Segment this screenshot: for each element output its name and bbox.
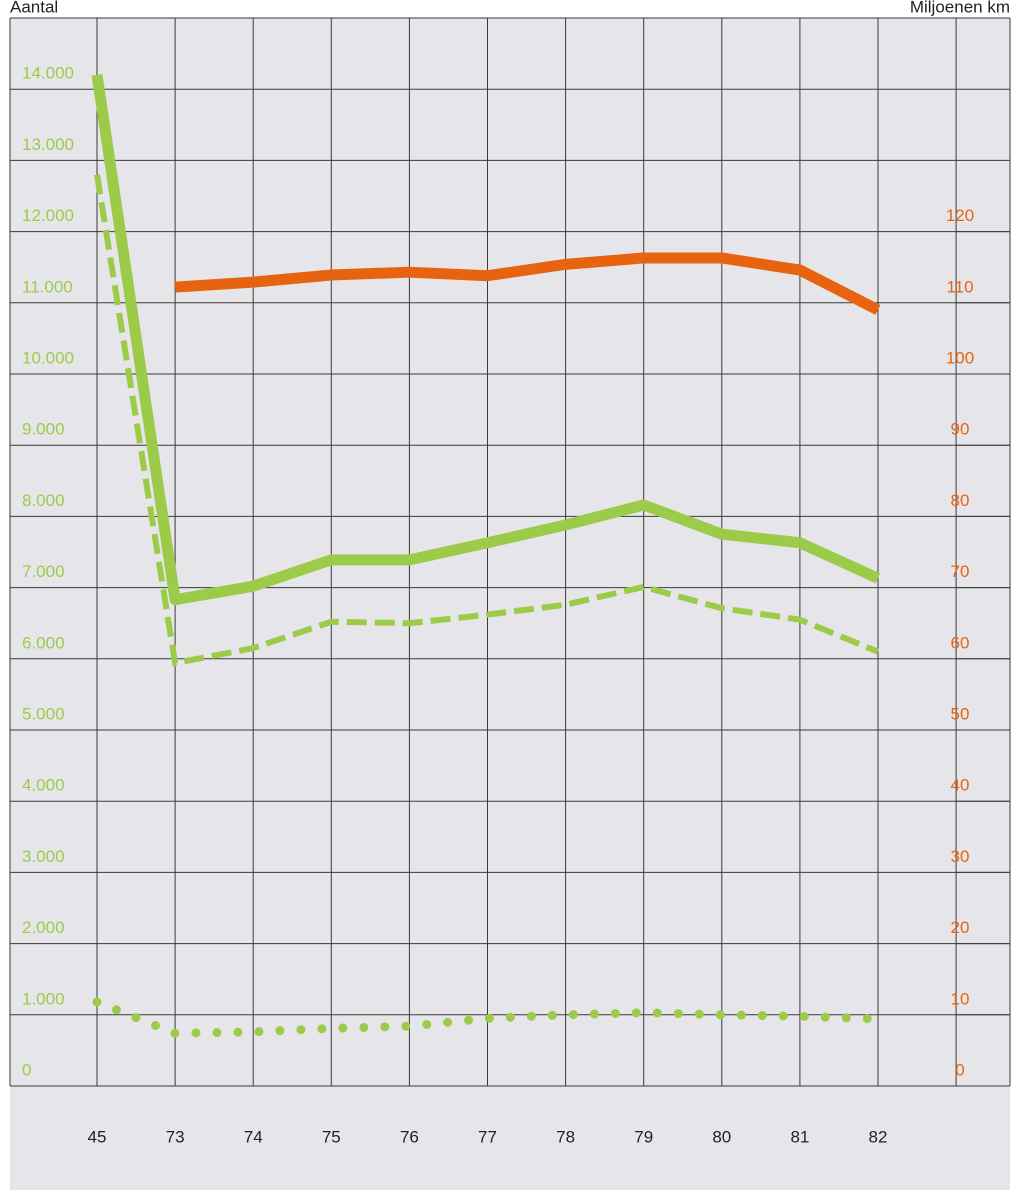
y2-tick-label: 90 <box>951 420 970 439</box>
series-line <box>94 174 880 667</box>
y-tick-label: 11.000 <box>22 277 73 296</box>
y-tick-label: 0 <box>22 1060 31 1079</box>
x-tick-label: 77 <box>478 1127 497 1146</box>
y2-tick-label: 70 <box>951 562 970 581</box>
y-tick-label: 6.000 <box>22 633 65 652</box>
y2-tick-label: 30 <box>951 847 970 866</box>
y2-tick-label: 100 <box>946 348 974 367</box>
y2-tick-label: 20 <box>951 918 970 937</box>
y-tick-label: 3.000 <box>22 847 65 866</box>
y2-tick-label: 40 <box>951 776 970 795</box>
y2-tick-label: 0 <box>955 1060 964 1079</box>
y2-tick-label: 80 <box>951 491 970 510</box>
y-axis-label: Aantal <box>10 0 58 16</box>
y2-tick-label: 120 <box>946 206 974 225</box>
x-tick-label: 80 <box>712 1127 731 1146</box>
y-tick-label: 12.000 <box>22 206 74 225</box>
y-tick-label: 13.000 <box>22 135 74 154</box>
x-tick-label: 82 <box>869 1127 888 1146</box>
series-line <box>92 997 883 1038</box>
y2-tick-label: 110 <box>946 277 973 296</box>
series-line <box>91 74 881 606</box>
y2-tick-label: 50 <box>951 704 970 723</box>
y-tick-label: 4.000 <box>22 776 65 795</box>
x-tick-label: 78 <box>556 1127 575 1146</box>
y-tick-label: 10.000 <box>22 348 74 367</box>
y-tick-label: 7.000 <box>22 562 65 581</box>
series-line <box>174 252 881 315</box>
y-tick-label: 8.000 <box>22 491 65 510</box>
y2-axis-label: Miljoenen km <box>910 0 1010 16</box>
x-tick-label: 75 <box>322 1127 341 1146</box>
x-tick-label: 45 <box>88 1127 107 1146</box>
y2-tick-label: 60 <box>951 633 970 652</box>
y-tick-label: 5.000 <box>22 704 65 723</box>
x-tick-label: 76 <box>400 1127 419 1146</box>
y-tick-label: 1.000 <box>22 989 65 1008</box>
x-tick-label: 81 <box>790 1127 809 1146</box>
x-tick-label: 74 <box>244 1127 263 1146</box>
y-tick-label: 9.000 <box>22 420 65 439</box>
y2-tick-label: 10 <box>951 989 970 1008</box>
x-tick-label: 73 <box>166 1127 185 1146</box>
y-tick-label: 2.000 <box>22 918 65 937</box>
y-tick-label: 14.000 <box>22 64 74 83</box>
x-tick-label: 79 <box>634 1127 653 1146</box>
